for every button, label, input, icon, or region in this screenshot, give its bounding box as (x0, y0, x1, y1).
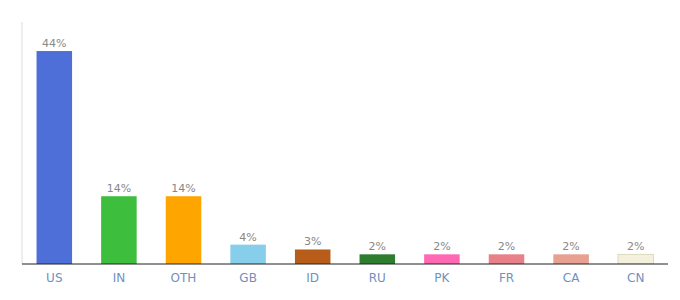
labels: 44% 14% 14% 4% 3% 2% 2% 2% 2% 2% (42, 37, 644, 253)
data-label: 2% (627, 240, 644, 253)
x-tick-label: GB (239, 271, 257, 285)
data-label: 14% (107, 182, 131, 195)
x-tick-label: RU (369, 271, 386, 285)
data-label: 2% (369, 240, 386, 253)
bar (37, 51, 73, 264)
data-label: 2% (433, 240, 450, 253)
data-label: 4% (239, 231, 256, 244)
data-label: 3% (304, 235, 321, 248)
bar (553, 254, 589, 264)
data-label: 2% (562, 240, 579, 253)
x-tick-labels: US IN OTH GB ID RU PK FR CA CN (46, 271, 644, 285)
x-tick-label: CN (627, 271, 644, 285)
bar (618, 254, 654, 264)
bar (295, 249, 331, 264)
data-label: 44% (42, 37, 66, 50)
x-tick-label: CA (563, 271, 580, 285)
bar (424, 254, 460, 264)
bar (230, 245, 266, 264)
x-tick-label: ID (306, 271, 319, 285)
y-axis-line (22, 22, 23, 264)
x-tick-label: PK (434, 271, 450, 285)
x-tick-label: US (46, 271, 62, 285)
bar (166, 196, 202, 264)
chart: 44% 14% 14% 4% 3% 2% 2% 2% 2% 2% US IN OTH GB ID RU PK FR… (0, 0, 680, 300)
bar (489, 254, 525, 264)
chart-container: 44% 14% 14% 4% 3% 2% 2% 2% 2% 2% US IN OTH GB ID RU PK FR… (0, 0, 680, 300)
x-axis-line (22, 263, 668, 264)
data-label: 14% (171, 182, 195, 195)
x-tick-label: OTH (171, 271, 197, 285)
x-tick-label: FR (499, 271, 514, 285)
data-label: 2% (498, 240, 515, 253)
bar (360, 254, 396, 264)
bars (37, 51, 654, 264)
bar (101, 196, 137, 264)
x-tick-label: IN (113, 271, 126, 285)
